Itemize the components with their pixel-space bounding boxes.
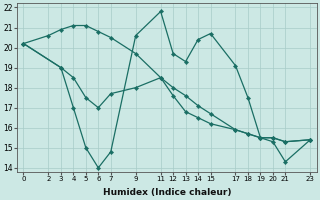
X-axis label: Humidex (Indice chaleur): Humidex (Indice chaleur) xyxy=(103,188,231,197)
